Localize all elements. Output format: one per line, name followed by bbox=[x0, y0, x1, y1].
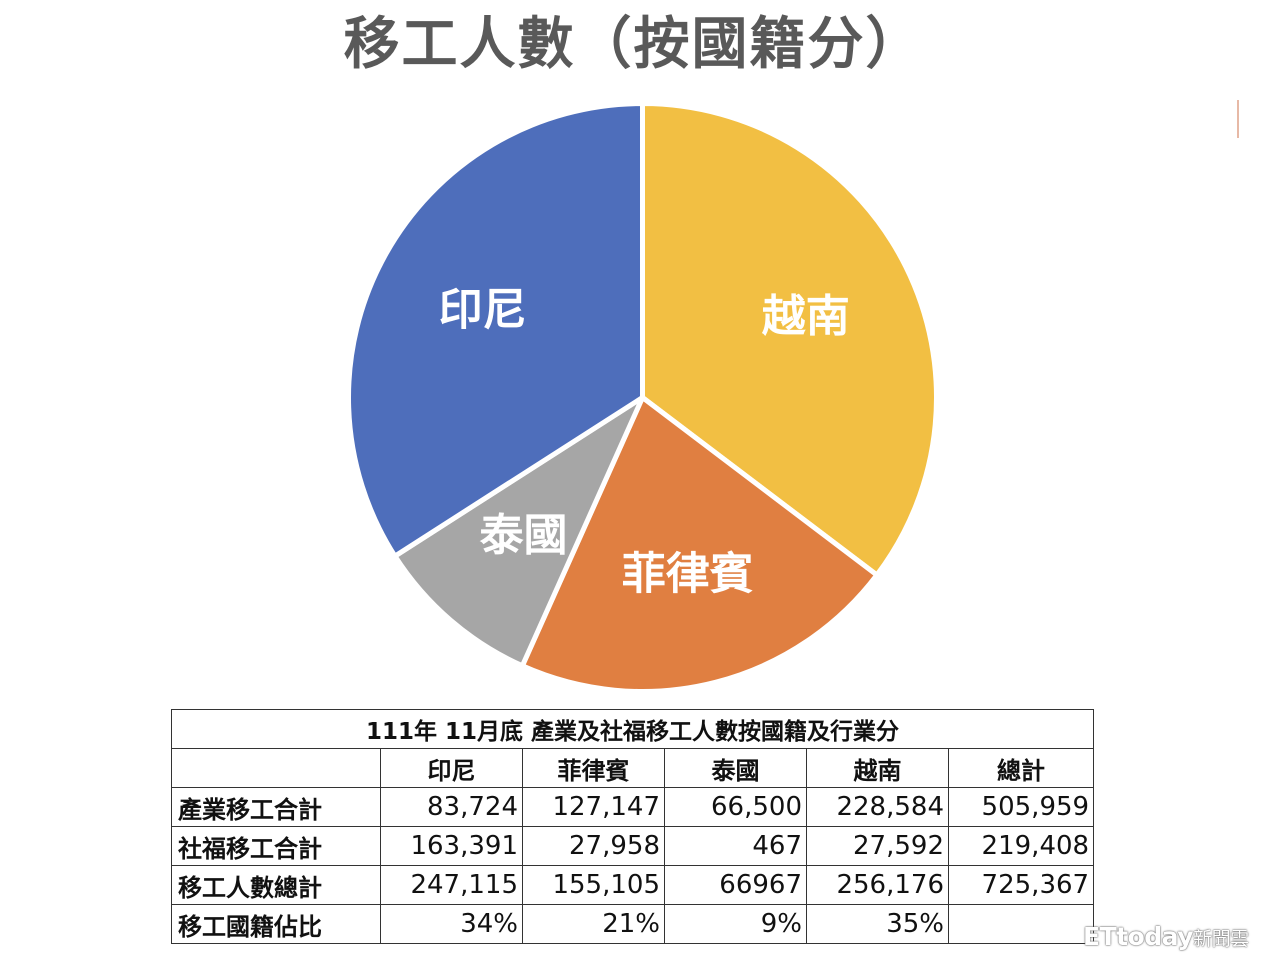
row-label: 社福移工合計 bbox=[171, 826, 381, 866]
pie-slice-thailand bbox=[392, 395, 645, 669]
table-row: 移工國籍佔比 34% 21% 9% 35% bbox=[171, 904, 1095, 944]
table-cell bbox=[947, 904, 1095, 944]
table-caption: 111年 11月底 產業及社福移工人數按國籍及行業分 bbox=[170, 709, 1095, 749]
table-cell: 9% bbox=[664, 904, 807, 944]
table-cell: 247,115 bbox=[380, 865, 523, 905]
table-cell: 27,592 bbox=[806, 826, 949, 866]
row-label: 產業移工合計 bbox=[171, 787, 381, 827]
table-cell: 228,584 bbox=[806, 787, 949, 827]
table-cell: 127,147 bbox=[522, 787, 665, 827]
table-cell: 34% bbox=[380, 904, 523, 944]
header-cell-indonesia: 印尼 bbox=[380, 748, 523, 788]
data-table: 111年 11月底 產業及社福移工人數按國籍及行業分 印尼 菲律賓 泰國 越南 … bbox=[170, 709, 1095, 944]
table-cell: 27,958 bbox=[522, 826, 665, 866]
header-cell-philippines: 菲律賓 bbox=[522, 748, 665, 788]
ettoday-watermark-logo: ETtoday新聞雲 bbox=[1083, 922, 1263, 956]
table-cell: 467 bbox=[664, 826, 807, 866]
table-cell: 725,367 bbox=[947, 865, 1095, 905]
table-cell: 35% bbox=[806, 904, 949, 944]
chart-title: 移工人數（按國籍分） bbox=[343, 12, 924, 77]
pie-slice-vietnam bbox=[640, 101, 939, 578]
header-cell-blank bbox=[171, 748, 381, 788]
watermark-brand: ETtoday bbox=[1083, 922, 1194, 951]
pie-label-vietnam: 越南 bbox=[762, 291, 850, 342]
table-cell: 163,391 bbox=[380, 826, 523, 866]
pie-label-thailand: 泰國 bbox=[480, 510, 568, 561]
table-row: 產業移工合計 83,724 127,147 66,500 228,584 505… bbox=[171, 787, 1095, 827]
header-cell-thailand: 泰國 bbox=[664, 748, 807, 788]
table-cell: 505,959 bbox=[947, 787, 1095, 827]
pie-slices bbox=[346, 101, 939, 694]
table-cell: 66,500 bbox=[664, 787, 807, 827]
table-caption-row: 111年 11月底 產業及社福移工人數按國籍及行業分 bbox=[170, 709, 1095, 749]
table-row: 移工人數總計 247,115 155,105 66967 256,176 725… bbox=[171, 865, 1095, 905]
watermark-suffix: 新聞雲 bbox=[1193, 928, 1249, 950]
table-cell: 21% bbox=[522, 904, 665, 944]
header-cell-vietnam: 越南 bbox=[806, 748, 949, 788]
pie-slice-indonesia bbox=[346, 101, 645, 559]
table-cell: 256,176 bbox=[806, 865, 949, 905]
pie-label-indonesia: 印尼 bbox=[439, 285, 527, 336]
table-row: 社福移工合計 163,391 27,958 467 27,592 219,408 bbox=[171, 826, 1095, 866]
table-header-row: 印尼 菲律賓 泰國 越南 總計 bbox=[171, 748, 1095, 788]
table-cell: 155,105 bbox=[522, 865, 665, 905]
header-cell-total: 總計 bbox=[947, 748, 1095, 788]
table-cell: 219,408 bbox=[947, 826, 1095, 866]
table-cell: 66967 bbox=[664, 865, 807, 905]
row-label: 移工國籍佔比 bbox=[171, 904, 381, 944]
table-cell: 83,724 bbox=[380, 787, 523, 827]
pie-label-philippines: 菲律賓 bbox=[622, 549, 754, 600]
corner-line bbox=[1237, 100, 1239, 138]
row-label: 移工人數總計 bbox=[171, 865, 381, 905]
